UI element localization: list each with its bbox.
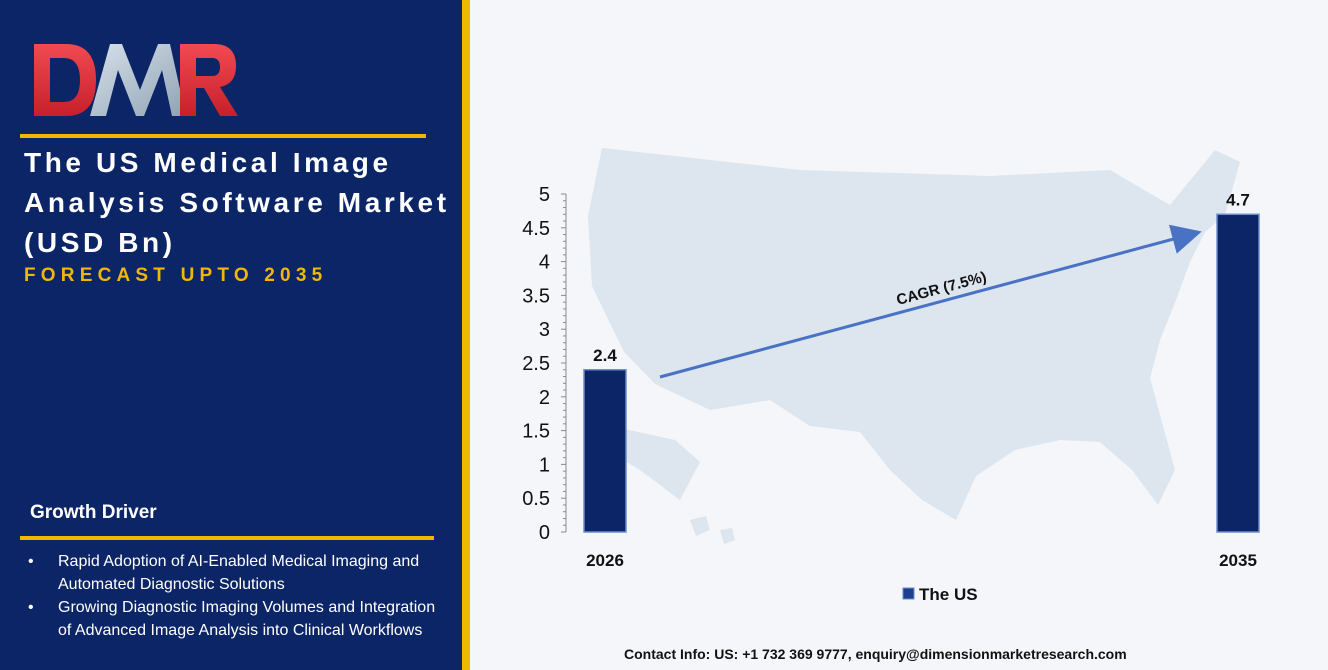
growth-driver-list: • Rapid Adoption of AI-Enabled Medical I… — [28, 550, 448, 642]
y-tick-label: 3 — [539, 319, 550, 341]
data-label: 4.7 — [1226, 190, 1250, 209]
growth-driver-text: Growing Diagnostic Imaging Volumes and I… — [58, 599, 436, 639]
y-tick-label: 2.5 — [522, 353, 550, 375]
left-panel: The US Medical Image Analysis Software M… — [0, 0, 462, 670]
contact-info: Contact Info: US: +1 732 369 9777, enqui… — [624, 646, 1127, 662]
bullet-icon: • — [28, 599, 34, 616]
growth-driver-divider — [20, 536, 434, 540]
bars: 2.4 2026 4.7 2035 — [583, 190, 1260, 570]
growth-driver-item: • Rapid Adoption of AI-Enabled Medical I… — [28, 550, 448, 596]
x-tick-label: 2035 — [1219, 551, 1257, 570]
accent-stripe — [462, 0, 470, 670]
y-tick-label: 2 — [539, 387, 550, 409]
title-divider — [20, 134, 426, 138]
y-tick-label: 1 — [539, 454, 550, 476]
y-tick-label: 4.5 — [522, 218, 550, 240]
chart-area: 0 0.5 1 1.5 2 2.5 3 3.5 4 4.5 5 2.4 2026 4.7 2035 CAG… — [470, 0, 1328, 670]
data-label: 2.4 — [593, 346, 617, 365]
y-tick-label: 4 — [539, 252, 550, 274]
us-map-background — [588, 148, 1240, 544]
growth-driver-heading: Growth Driver — [30, 502, 157, 523]
chart-title: The US Medical Image Analysis Software M… — [24, 147, 450, 258]
bullet-icon: • — [28, 553, 34, 570]
chart-subtitle: FORECAST UPTO 2035 — [24, 265, 328, 286]
bar-2035 — [1216, 213, 1260, 533]
growth-driver-item: • Growing Diagnostic Imaging Volumes and… — [28, 596, 448, 642]
dmr-logo — [34, 44, 238, 116]
growth-driver-text: Rapid Adoption of AI-Enabled Medical Ima… — [58, 553, 420, 593]
legend-swatch — [902, 587, 915, 600]
x-tick-label: 2026 — [586, 551, 624, 570]
y-tick-label: 0 — [539, 522, 550, 544]
cagr-arrow — [659, 224, 1202, 379]
y-ticks: 0 0.5 1 1.5 2 2.5 3 3.5 4 4.5 5 — [522, 184, 566, 544]
y-tick-label: 3.5 — [522, 285, 550, 307]
bar-2026 — [583, 369, 627, 533]
y-tick-label: 1.5 — [522, 421, 550, 443]
y-tick-label: 5 — [539, 184, 550, 206]
y-tick-label: 0.5 — [522, 488, 550, 510]
legend: The US — [902, 585, 978, 604]
legend-label: The US — [919, 585, 978, 604]
